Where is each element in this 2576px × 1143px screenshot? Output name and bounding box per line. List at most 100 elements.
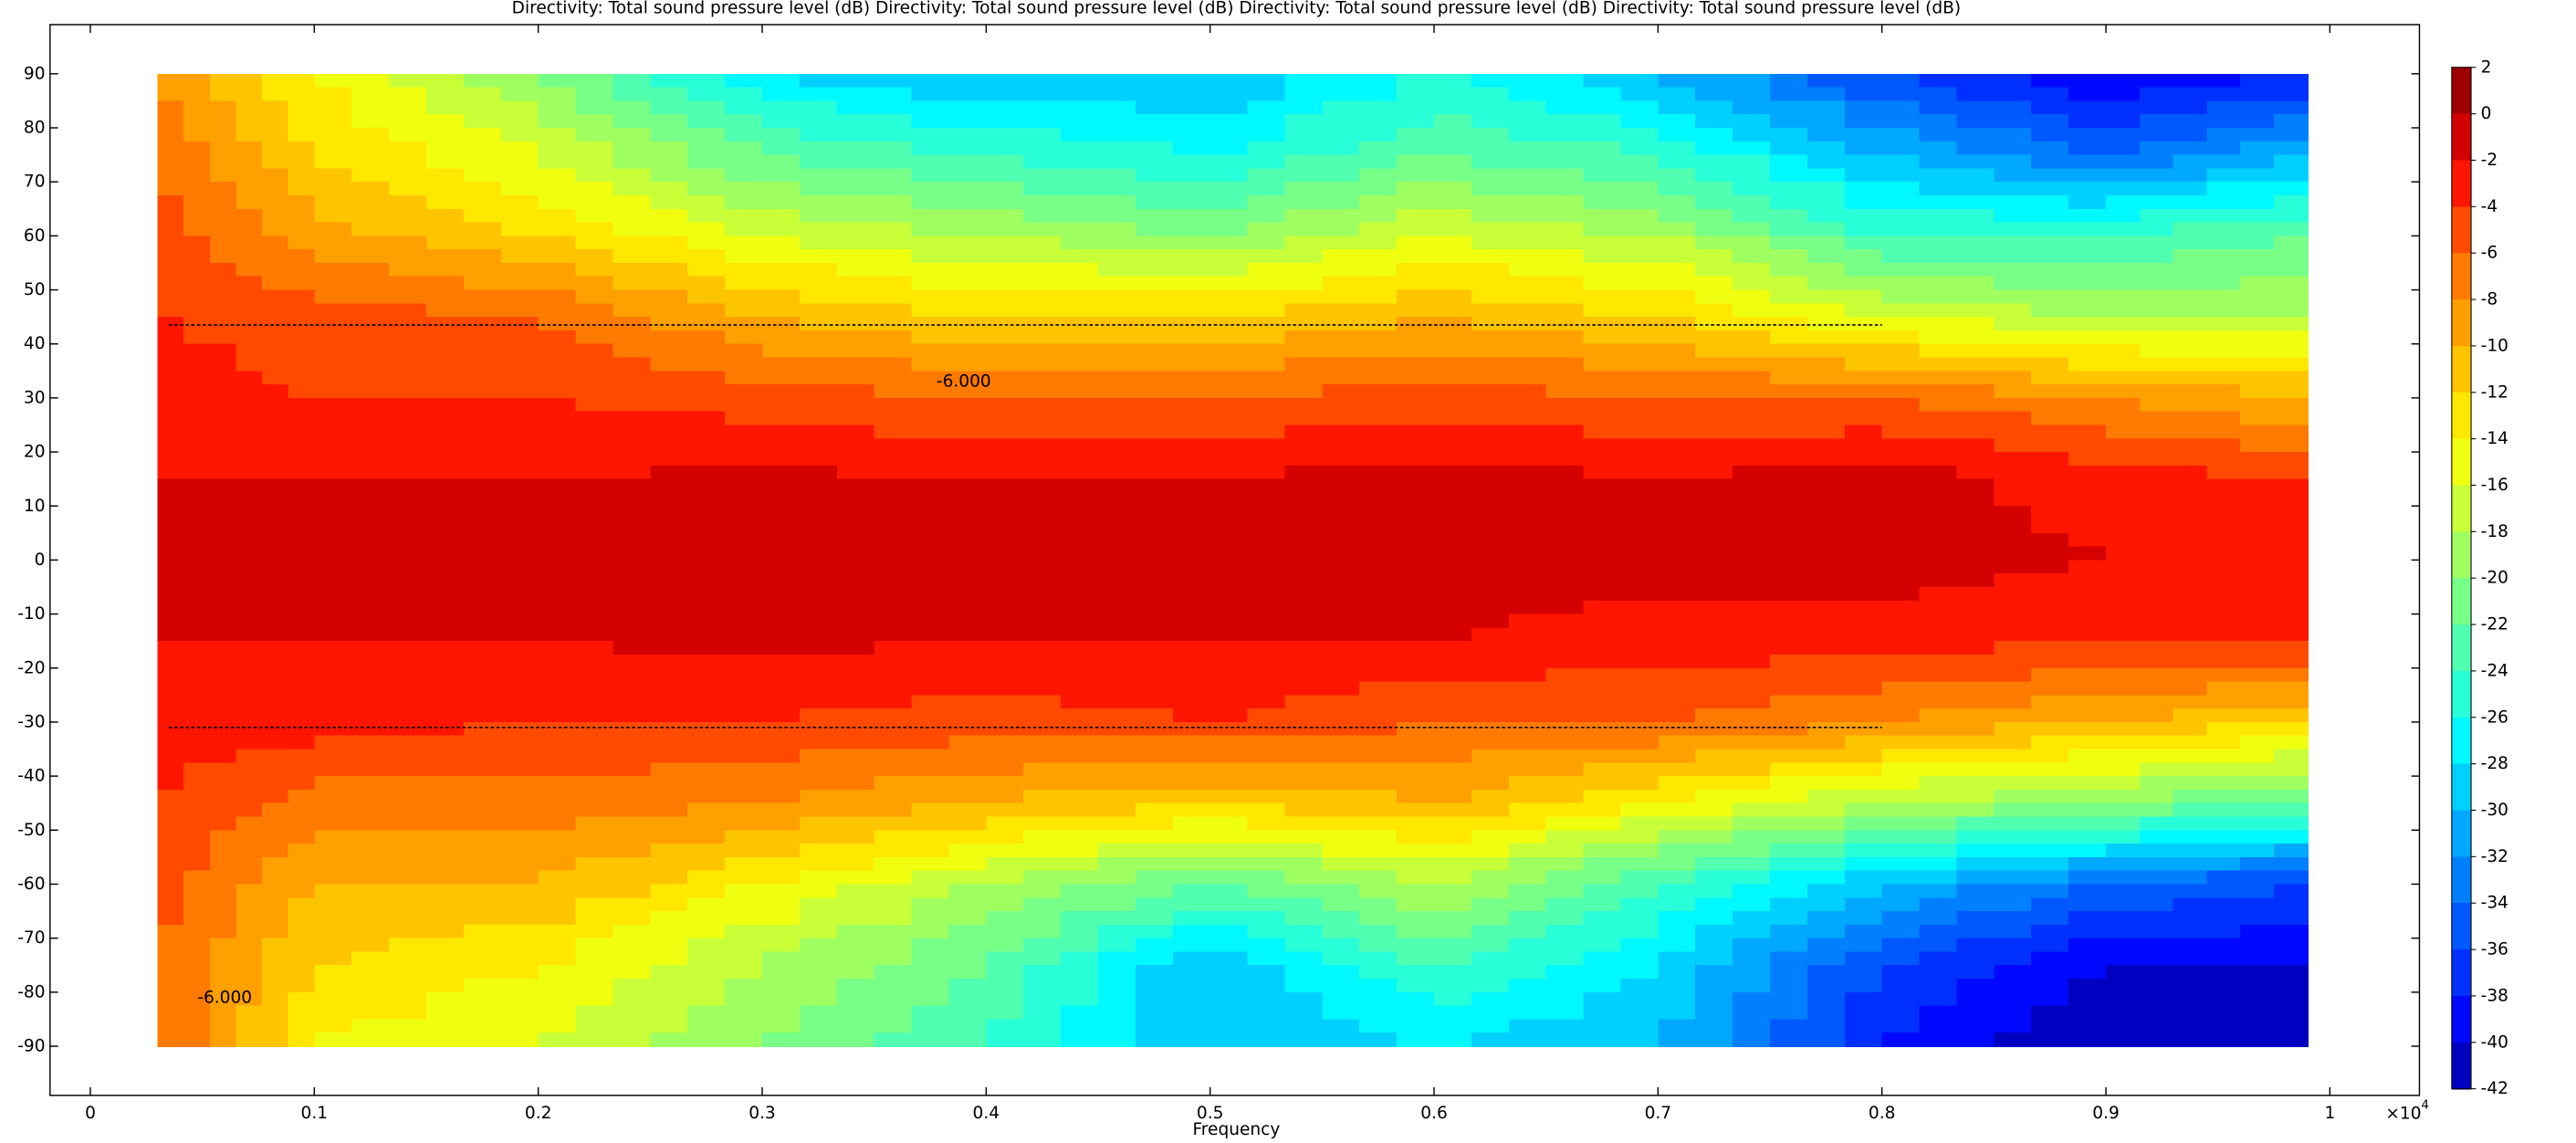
contour-cell xyxy=(2240,492,2276,508)
contour-cell xyxy=(911,991,950,1007)
contour-cell xyxy=(1844,532,1883,548)
contour-cell xyxy=(2274,222,2309,237)
contour-cell xyxy=(1397,991,1436,1007)
chart-title: Directivity: Total sound pressure level … xyxy=(512,0,1961,18)
contour-cell xyxy=(1733,317,1772,331)
contour-cell xyxy=(351,452,391,467)
contour-cell xyxy=(1620,762,1660,778)
contour-cell xyxy=(1583,114,1622,130)
contour-cell xyxy=(262,452,289,467)
contour-cell xyxy=(650,951,689,967)
contour-cell xyxy=(1733,991,1772,1007)
contour-cell xyxy=(1545,884,1585,899)
contour-cell xyxy=(1508,506,1547,521)
contour-cell xyxy=(288,600,316,615)
contour-cell xyxy=(183,802,211,818)
contour-cell xyxy=(1770,627,1808,643)
contour-cell xyxy=(613,911,652,926)
contour-cell xyxy=(2274,357,2309,372)
contour-cell xyxy=(2240,870,2276,886)
contour-cell xyxy=(874,330,913,345)
contour-cell xyxy=(613,816,652,832)
contour-cell xyxy=(1695,816,1734,832)
contour-cell xyxy=(1284,506,1324,521)
contour-cell xyxy=(1023,438,1063,454)
contour-cell xyxy=(1023,114,1063,130)
contour-cell xyxy=(1172,478,1211,494)
contour-cell xyxy=(183,317,211,331)
contour-cell xyxy=(1919,911,1958,926)
contour-cell xyxy=(1658,330,1697,345)
contour-cell xyxy=(911,911,950,926)
contour-cell xyxy=(725,667,764,683)
contour-cell xyxy=(799,411,838,426)
contour-cell xyxy=(1994,397,2033,413)
contour-cell xyxy=(1284,695,1324,710)
contour-cell xyxy=(1097,546,1136,561)
contour-cell xyxy=(874,749,913,764)
contour-cell xyxy=(500,182,539,197)
contour-cell xyxy=(209,654,237,669)
contour-cell xyxy=(725,222,764,237)
contour-cell xyxy=(2206,168,2242,184)
contour-cell xyxy=(613,870,652,886)
contour-cell xyxy=(1658,478,1697,494)
contour-cell xyxy=(1508,208,1547,224)
contour-cell xyxy=(1247,924,1286,939)
contour-cell xyxy=(1956,438,1995,454)
contour-cell xyxy=(2173,560,2208,575)
contour-cell xyxy=(183,708,211,724)
contour-cell xyxy=(1919,506,1958,521)
contour-cell xyxy=(836,236,875,251)
contour-cell xyxy=(799,249,838,265)
contour-cell xyxy=(1770,330,1808,345)
contour-cell xyxy=(1844,289,1883,305)
contour-cell xyxy=(1359,384,1398,399)
contour-cell xyxy=(836,506,875,521)
contour-cell xyxy=(1620,452,1660,467)
contour-cell xyxy=(1097,141,1136,156)
contour-cell xyxy=(2106,681,2141,697)
contour-cell xyxy=(1545,951,1585,967)
contour-cell xyxy=(1284,1019,1324,1034)
contour-cell xyxy=(1397,425,1436,440)
contour-cell xyxy=(1994,425,2033,440)
contour-cell xyxy=(425,303,465,319)
contour-cell xyxy=(986,154,1025,170)
y-tick-label: 30 xyxy=(24,388,46,407)
contour-cell xyxy=(2240,194,2276,210)
contour-cell xyxy=(2106,397,2141,413)
contour-cell xyxy=(1247,654,1286,669)
contour-cell xyxy=(463,641,502,656)
contour-cell xyxy=(389,168,428,184)
contour-cell xyxy=(463,695,502,710)
contour-cell xyxy=(2106,789,2141,804)
contour-cell xyxy=(183,749,211,764)
contour-cell xyxy=(1956,182,1995,197)
contour-cell xyxy=(183,276,211,291)
contour-cell xyxy=(836,182,875,197)
contour-cell xyxy=(1209,317,1249,331)
contour-cell xyxy=(1620,492,1660,508)
contour-cell xyxy=(2139,938,2174,953)
contour-cell xyxy=(1806,114,1846,130)
contour-cell xyxy=(1322,452,1361,467)
contour-cell xyxy=(1545,222,1585,237)
contour-cell xyxy=(986,438,1025,454)
contour-cell xyxy=(1806,87,1846,102)
contour-cell xyxy=(687,627,727,643)
contour-cell xyxy=(2031,802,2070,818)
contour-cell xyxy=(288,884,316,899)
contour-cell xyxy=(1881,317,1921,331)
contour-cell xyxy=(1620,303,1660,319)
contour-cell xyxy=(1881,735,1921,750)
contour-cell xyxy=(1023,452,1063,467)
contour-cell xyxy=(2068,600,2108,615)
contour-cell xyxy=(1284,667,1324,683)
contour-cell xyxy=(2031,425,2070,440)
contour-cell xyxy=(463,816,502,832)
contour-cell xyxy=(1545,73,1585,89)
contour-cell xyxy=(1023,289,1063,305)
contour-cell xyxy=(874,1019,913,1034)
contour-cell xyxy=(389,384,428,399)
